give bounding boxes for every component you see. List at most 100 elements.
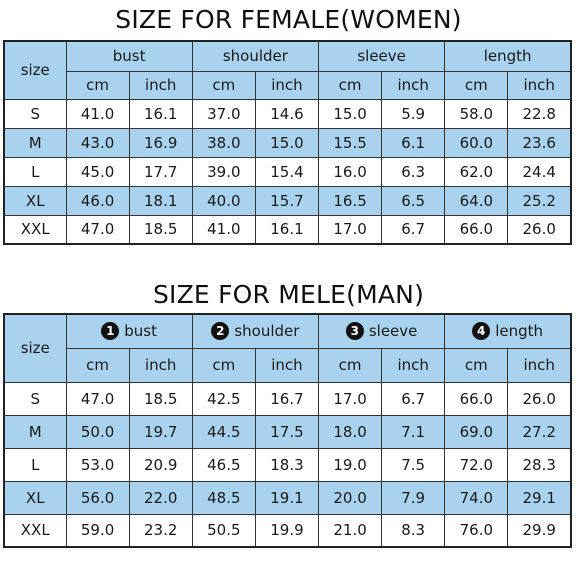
shoulder-group-header: 2 shoulder	[191, 313, 320, 349]
measurement-cell: 19.0	[317, 447, 383, 482]
bust-group-header: bust	[65, 40, 193, 72]
measurement-cell: 64.0	[444, 185, 509, 216]
number-3-icon: 3	[345, 322, 364, 341]
measurement-cell: 19.1	[254, 480, 320, 515]
sleeve-group-header: 3 sleeve	[317, 313, 446, 349]
measurement-cell: 45.0	[65, 156, 130, 187]
table-row: S 41.0 16.1 37.0 14.6 15.0 5.9 58.0 22.8	[3, 98, 572, 129]
unit-header: cm	[444, 70, 509, 100]
length-label: length	[495, 322, 544, 341]
female-size-table: size bust shoulder sleeve length cm inch…	[3, 40, 572, 245]
female-size-chart-title: SIZE FOR FEMALE(WOMEN)	[115, 5, 462, 34]
measurement-cell: 27.2	[507, 414, 572, 449]
measurement-cell: 41.0	[65, 98, 130, 129]
size-cell: L	[3, 447, 67, 482]
measurement-cell: 16.7	[254, 381, 320, 416]
measurement-cell: 41.0	[191, 214, 256, 245]
measurement-cell: 53.0	[65, 447, 130, 482]
size-column-header: size	[3, 313, 67, 383]
measurement-cell: 42.5	[191, 381, 256, 416]
number-2-icon: 2	[211, 322, 230, 341]
table-row: XXL 47.0 18.5 41.0 16.1 17.0 6.7 66.0 26.0	[3, 214, 572, 245]
measurement-cell: 60.0	[444, 127, 509, 158]
measurement-cell: 14.6	[254, 98, 320, 129]
measurement-cell: 48.5	[191, 480, 256, 515]
table-row: L 45.0 17.7 39.0 15.4 16.0 6.3 62.0 24.4	[3, 156, 572, 187]
size-cell: XXL	[3, 214, 67, 245]
sleeve-group-header: sleeve	[317, 40, 446, 72]
unit-header: inch	[507, 70, 572, 100]
measurement-cell: 20.9	[128, 447, 193, 482]
measurement-cell: 26.0	[507, 381, 572, 416]
measurement-cell: 16.1	[254, 214, 320, 245]
unit-header: inch	[128, 347, 193, 383]
length-group-header: length	[444, 40, 572, 72]
measurement-cell: 18.0	[317, 414, 383, 449]
measurement-cell: 6.3	[381, 156, 446, 187]
measurement-cell: 7.9	[381, 480, 446, 515]
measurement-cell: 74.0	[444, 480, 509, 515]
measurement-cell: 50.5	[191, 513, 256, 548]
measurement-cell: 39.0	[191, 156, 256, 187]
unit-header: inch	[254, 347, 320, 383]
measurement-cell: 15.0	[317, 98, 383, 129]
measurement-cell: 17.0	[317, 381, 383, 416]
measurement-cell: 15.4	[254, 156, 320, 187]
measurement-cell: 37.0	[191, 98, 256, 129]
length-group-header: 4 length	[444, 313, 572, 349]
unit-header: inch	[381, 347, 446, 383]
bust-group-header: 1 bust	[65, 313, 193, 349]
size-cell: XXL	[3, 513, 67, 548]
measurement-cell: 40.0	[191, 185, 256, 216]
size-cell: S	[3, 381, 67, 416]
measurement-cell: 59.0	[65, 513, 130, 548]
table-row: M 43.0 16.9 38.0 15.0 15.5 6.1 60.0 23.6	[3, 127, 572, 158]
table-row: XL 56.0 22.0 48.5 19.1 20.0 7.9 74.0 29.1	[3, 480, 572, 515]
measurement-cell: 23.6	[507, 127, 572, 158]
measurement-cell: 18.5	[128, 381, 193, 416]
measurement-cell: 5.9	[381, 98, 446, 129]
unit-header: cm	[65, 347, 130, 383]
measurement-cell: 6.5	[381, 185, 446, 216]
measurement-cell: 7.1	[381, 414, 446, 449]
unit-header: cm	[65, 70, 130, 100]
number-4-icon: 4	[472, 322, 491, 341]
measurement-cell: 23.2	[128, 513, 193, 548]
unit-header: cm	[317, 70, 383, 100]
measurement-cell: 21.0	[317, 513, 383, 548]
unit-header: cm	[317, 347, 383, 383]
unit-header: inch	[381, 70, 446, 100]
measurement-cell: 18.5	[128, 214, 193, 245]
measurement-cell: 17.7	[128, 156, 193, 187]
measurement-cell: 46.0	[65, 185, 130, 216]
measurement-cell: 47.0	[65, 381, 130, 416]
measurement-cell: 29.9	[507, 513, 572, 548]
shoulder-group-header: shoulder	[191, 40, 320, 72]
measurement-cell: 6.1	[381, 127, 446, 158]
measurement-cell: 17.5	[254, 414, 320, 449]
measurement-cell: 7.5	[381, 447, 446, 482]
unit-header: cm	[444, 347, 509, 383]
measurement-cell: 8.3	[381, 513, 446, 548]
measurement-cell: 15.0	[254, 127, 320, 158]
unit-header: inch	[507, 347, 572, 383]
measurement-cell: 15.7	[254, 185, 320, 216]
measurement-cell: 22.8	[507, 98, 572, 129]
size-cell: M	[3, 127, 67, 158]
measurement-cell: 22.0	[128, 480, 193, 515]
table-row: M 50.0 19.7 44.5 17.5 18.0 7.1 69.0 27.2	[3, 414, 572, 449]
size-cell: XL	[3, 185, 67, 216]
sleeve-label: sleeve	[368, 322, 418, 341]
measurement-cell: 15.5	[317, 127, 383, 158]
measurement-cell: 18.3	[254, 447, 320, 482]
measurement-cell: 62.0	[444, 156, 509, 187]
measurement-cell: 19.7	[128, 414, 193, 449]
unit-header: inch	[254, 70, 320, 100]
male-size-table: size 1 bust 2 shoulder 3 sleeve 4 length cm …	[3, 313, 572, 548]
measurement-cell: 50.0	[65, 414, 130, 449]
measurement-cell: 26.0	[507, 214, 572, 245]
measurement-cell: 43.0	[65, 127, 130, 158]
measurement-cell: 18.1	[128, 185, 193, 216]
table-row: XL 46.0 18.1 40.0 15.7 16.5 6.5 64.0 25.2	[3, 185, 572, 216]
measurement-cell: 16.0	[317, 156, 383, 187]
